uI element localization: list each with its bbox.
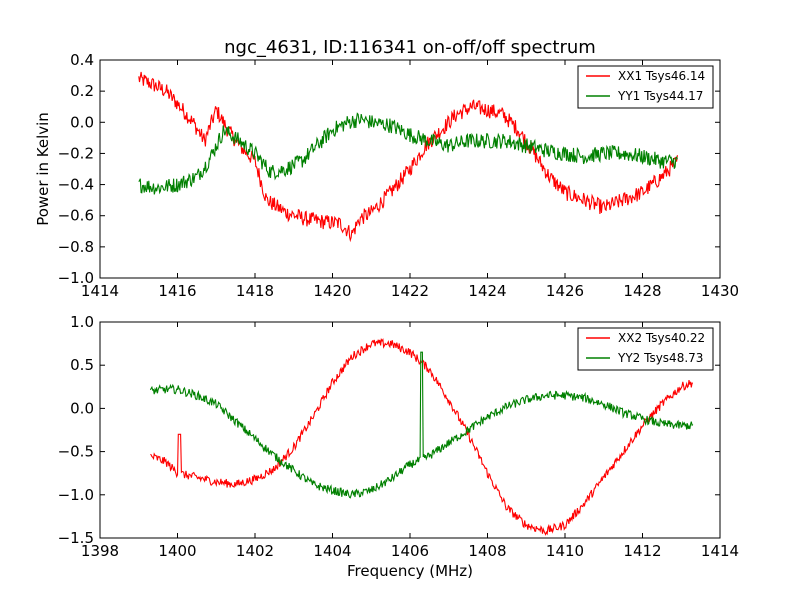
bottom-y-tick-label: 1.0 (70, 313, 94, 331)
bottom-y-tick-label: −0.5 (58, 443, 94, 461)
top-y-tick-label: −0.6 (58, 207, 94, 225)
top-x-tick-label: 1422 (391, 282, 429, 300)
top-x-tick-label: 1430 (701, 282, 739, 300)
top-legend: XX1 Tsys46.14 YY1 Tsys44.17 (577, 65, 714, 109)
top-x-tick-label: 1420 (313, 282, 351, 300)
top-y-tick-label: −0.4 (58, 176, 94, 194)
top-y-tick-label: 0.0 (70, 113, 94, 131)
top-y-tick-label: −0.8 (58, 238, 94, 256)
top-x-tick-label: 1416 (158, 282, 196, 300)
bottom-y-tick-label: 0.0 (70, 399, 94, 417)
bottom-y-tick-label: −1.5 (58, 529, 94, 547)
bottom-legend: XX2 Tsys40.22 YY2 Tsys48.73 (577, 327, 714, 371)
bottom-legend-label-yy2: YY2 Tsys48.73 (617, 351, 703, 365)
top-x-tick-label: 1426 (546, 282, 584, 300)
top-legend-label-xx1: XX1 Tsys46.14 (618, 69, 705, 83)
top-y-tick-label: 0.2 (70, 82, 94, 100)
bottom-y-tick-label: −1.0 (58, 486, 94, 504)
bottom-x-tick-label: 1408 (468, 542, 506, 560)
top-y-tick-label: 0.4 (70, 51, 94, 69)
top-y-axis-label: Power in Kelvin (34, 112, 52, 226)
top-x-tick-label: 1428 (623, 282, 661, 300)
top-y-tick-label: −0.2 (58, 144, 94, 162)
top-panel: Power in Kelvin 1414 1416 1418 1420 1422 1424… (34, 51, 739, 300)
top-x-tick-label: 1414 (81, 282, 119, 300)
top-x-tick-label: 1424 (468, 282, 506, 300)
bottom-x-tick-label: 1406 (391, 542, 429, 560)
top-y-tick-label: −1.0 (58, 269, 94, 287)
bottom-series-line-1 (150, 337, 693, 536)
top-x-tick-label: 1418 (236, 282, 274, 300)
bottom-y-tick-label: 0.5 (70, 356, 94, 374)
bottom-x-tick-label: 1400 (158, 542, 196, 560)
chart-title: ngc_4631, ID:116341 on-off/off spectrum (224, 37, 596, 58)
bottom-x-tick-label: 1398 (81, 542, 119, 560)
bottom-series-line-2 (149, 351, 694, 499)
bottom-panel: Frequency (MHz) 1398 1400 1402 1404 1406 1408… (58, 313, 740, 580)
bottom-x-tick-label: 1414 (701, 542, 739, 560)
bottom-x-tick-label: 1404 (313, 542, 351, 560)
bottom-x-tick-label: 1412 (623, 542, 661, 560)
bottom-x-tick-label: 1410 (546, 542, 584, 560)
bottom-legend-label-xx2: XX2 Tsys40.22 (618, 331, 705, 345)
top-legend-label-yy1: YY1 Tsys44.17 (617, 89, 703, 103)
top-series-line-2 (138, 112, 678, 195)
bottom-x-axis-label: Frequency (MHz) (347, 562, 473, 580)
top-legend-box (577, 65, 714, 109)
bottom-x-tick-label: 1402 (236, 542, 274, 560)
bottom-legend-box (577, 327, 714, 371)
